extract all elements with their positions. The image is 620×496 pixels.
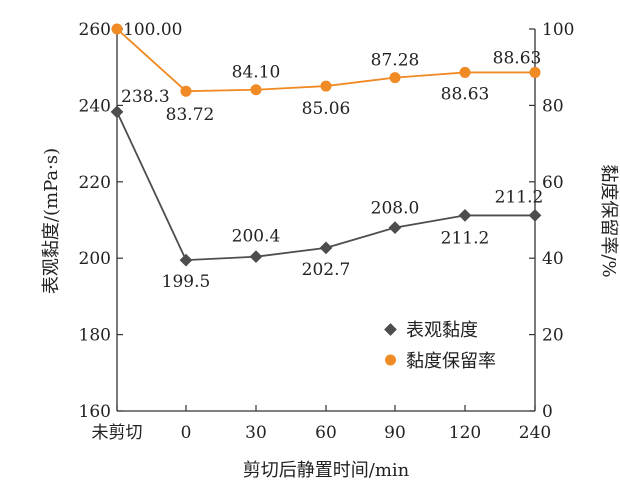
y-tick-label-left: 240	[79, 96, 111, 116]
legend-marker-circle	[385, 354, 396, 366]
data-label-viscosity: 199.5	[162, 272, 211, 292]
data-point-circle	[250, 84, 262, 96]
x-axis-title: 剪切后静置时间/min	[243, 460, 410, 481]
data-point-circle	[180, 85, 192, 97]
y-tick-label-right: 20	[542, 326, 564, 346]
data-label-retention: 100.00	[123, 20, 182, 40]
legend-marker-diamond	[384, 323, 397, 336]
y-tick-label-right: 0	[542, 402, 553, 422]
series-lines	[110, 23, 542, 267]
data-label-retention: 87.28	[371, 51, 420, 71]
data-label-viscosity: 200.4	[232, 227, 281, 247]
x-tick-label: 240	[519, 423, 551, 443]
data-label-retention: 88.63	[441, 84, 490, 104]
data-point-diamond	[458, 209, 472, 222]
legend-item-retention: 黏度保留率	[385, 351, 496, 372]
data-point-circle	[529, 66, 541, 78]
y-tick-label-left: 260	[79, 20, 111, 40]
data-point-circle	[320, 80, 332, 92]
legend-item-viscosity: 表观黏度	[384, 320, 478, 341]
data-label-retention: 83.72	[166, 105, 215, 125]
data-label-viscosity: 238.3	[121, 87, 170, 107]
data-label-retention: 85.06	[302, 99, 351, 119]
x-tick-label: 60	[315, 423, 337, 443]
data-point-circle	[459, 66, 471, 78]
y-tick-label-right: 100	[542, 20, 574, 40]
data-label-retention: 88.63	[493, 48, 542, 68]
data-label-viscosity: 211.2	[495, 187, 544, 207]
data-point-diamond	[179, 253, 193, 267]
x-tick-label: 90	[384, 423, 406, 443]
x-tick-label: 120	[449, 423, 481, 443]
data-label-viscosity: 202.7	[302, 260, 351, 280]
data-point-circle	[111, 23, 123, 35]
legend-label-retention: 黏度保留率	[406, 351, 496, 372]
y-tick-label-left: 180	[79, 326, 111, 346]
x-tick-label: 30	[245, 423, 267, 443]
legend-label-viscosity: 表观黏度	[406, 320, 478, 341]
y-tick-label-right: 40	[542, 249, 564, 269]
data-point-diamond	[388, 221, 402, 235]
y-tick-label-right: 60	[542, 173, 564, 193]
data-label-retention: 84.10	[232, 63, 281, 83]
data-point-diamond	[528, 209, 542, 222]
data-label-viscosity: 208.0	[371, 199, 420, 219]
data-point-diamond	[319, 241, 333, 255]
data-label-viscosity: 211.2	[441, 228, 490, 248]
axes: 160 180 200 220 240 260 0 20 40 60 80 100 未剪切 0 30 60 90…	[79, 20, 575, 443]
x-tick-label: 未剪切	[92, 423, 143, 443]
y-tick-label-left: 220	[79, 173, 111, 193]
data-point-circle	[389, 72, 401, 84]
y-axis-title-right: 黏度保留率/%	[598, 164, 619, 277]
y-tick-label-right: 80	[542, 96, 564, 116]
x-tick-label: 0	[181, 423, 192, 443]
legend: 表观黏度 黏度保留率	[384, 320, 496, 372]
data-labels: 238.3 199.5 200.4 202.7 208.0 211.2 211.2 100.0…	[121, 20, 543, 292]
data-point-diamond	[110, 105, 124, 119]
y-tick-label-left: 200	[79, 249, 111, 269]
data-point-diamond	[249, 250, 263, 264]
y-tick-label-left: 160	[79, 402, 111, 422]
y-axis-title-left: 表观黏度/(mPa·s)	[41, 148, 62, 294]
